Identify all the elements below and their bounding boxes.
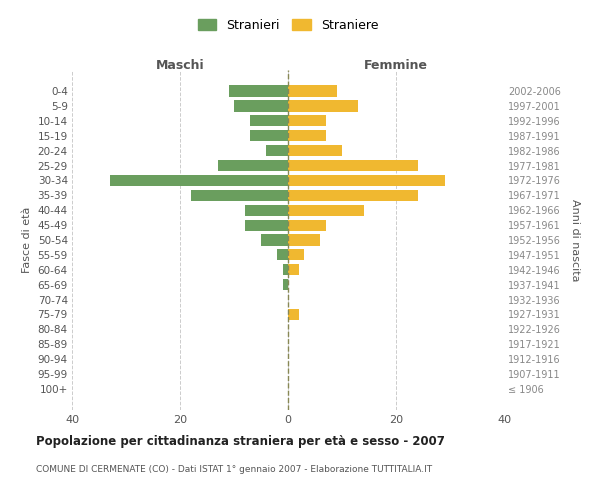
Bar bbox=[277, 250, 288, 260]
Bar bbox=[288, 175, 445, 186]
Bar bbox=[250, 130, 288, 141]
Bar bbox=[266, 145, 288, 156]
Bar bbox=[288, 145, 342, 156]
Bar bbox=[229, 86, 288, 96]
Bar bbox=[283, 264, 288, 276]
Bar bbox=[283, 279, 288, 290]
Bar bbox=[245, 220, 288, 230]
Text: Popolazione per cittadinanza straniera per età e sesso - 2007: Popolazione per cittadinanza straniera p… bbox=[36, 435, 445, 448]
Bar bbox=[288, 264, 299, 276]
Text: Maschi: Maschi bbox=[155, 58, 205, 71]
Bar bbox=[110, 175, 288, 186]
Bar bbox=[288, 130, 326, 141]
Bar bbox=[288, 220, 326, 230]
Bar bbox=[288, 115, 326, 126]
Y-axis label: Anni di nascita: Anni di nascita bbox=[571, 198, 580, 281]
Bar bbox=[288, 234, 320, 246]
Legend: Stranieri, Straniere: Stranieri, Straniere bbox=[193, 14, 383, 37]
Bar bbox=[288, 86, 337, 96]
Bar bbox=[288, 250, 304, 260]
Bar bbox=[288, 204, 364, 216]
Bar bbox=[288, 309, 299, 320]
Text: COMUNE DI CERMENATE (CO) - Dati ISTAT 1° gennaio 2007 - Elaborazione TUTTITALIA.: COMUNE DI CERMENATE (CO) - Dati ISTAT 1°… bbox=[36, 465, 432, 474]
Bar bbox=[218, 160, 288, 171]
Bar bbox=[250, 115, 288, 126]
Bar bbox=[234, 100, 288, 112]
Bar bbox=[245, 204, 288, 216]
Y-axis label: Fasce di età: Fasce di età bbox=[22, 207, 32, 273]
Bar bbox=[288, 190, 418, 201]
Bar bbox=[288, 100, 358, 112]
Bar bbox=[288, 160, 418, 171]
Bar bbox=[191, 190, 288, 201]
Text: Femmine: Femmine bbox=[364, 58, 428, 71]
Bar bbox=[261, 234, 288, 246]
